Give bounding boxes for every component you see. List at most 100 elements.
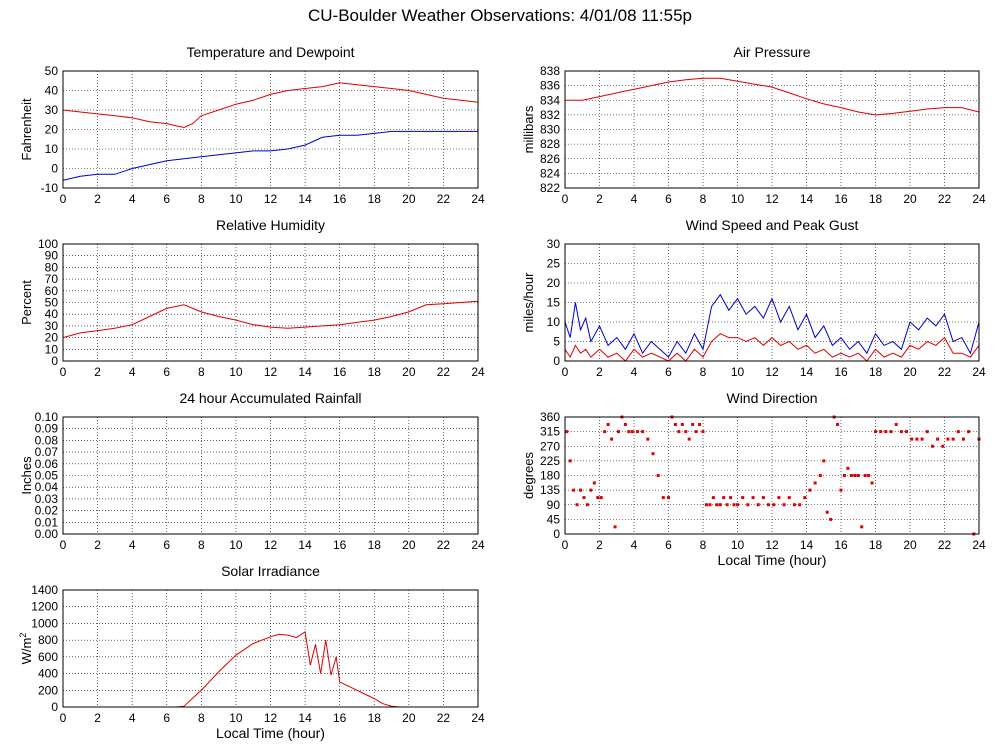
x-tick-label: 2 (94, 711, 101, 725)
data-point (603, 430, 607, 434)
data-point (936, 437, 940, 441)
x-tick-label: 18 (368, 365, 382, 379)
x-tick-label: 20 (903, 192, 917, 206)
y-tick-label: 100 (38, 237, 58, 251)
data-point (616, 430, 620, 434)
x-tick-label: 4 (631, 192, 638, 206)
data-point (635, 430, 639, 434)
y-tick-label: 0.02 (35, 504, 59, 518)
rainfall-title: 24 hour Accumulated Rainfall (179, 390, 361, 406)
data-point (677, 430, 681, 434)
y-tick-label: 1000 (31, 616, 58, 630)
y-tick-label: 828 (540, 137, 560, 151)
x-tick-label: 16 (333, 192, 347, 206)
x-tick-label: 6 (163, 711, 170, 725)
y-tick-label: 836 (540, 79, 560, 93)
data-point (691, 422, 695, 426)
y-tick-label: 25 (547, 257, 561, 271)
y-tick-label: 80 (45, 260, 59, 274)
x-tick-label: 24 (471, 538, 485, 552)
wind-speed-series-line (564, 333, 980, 362)
y-tick-label: 834 (540, 93, 560, 107)
x-tick-label: 10 (229, 365, 243, 379)
y-tick-label: 600 (38, 650, 58, 664)
x-tick-label: 0 (60, 192, 67, 206)
x-tick-label: 18 (869, 538, 883, 552)
temperature-plot-frame (62, 70, 479, 189)
y-tick-label: 824 (540, 166, 560, 180)
data-point (582, 496, 586, 500)
solar-ylabel: W/m2 (18, 633, 34, 665)
data-point (732, 503, 736, 507)
temperature-series-line (62, 130, 478, 181)
page-title: CU-Boulder Weather Observations: 4/01/08… (308, 6, 692, 25)
data-point (839, 488, 843, 492)
x-tick-label: 22 (437, 711, 451, 725)
wind-direction-title: Wind Direction (726, 390, 817, 406)
y-tick-label: -10 (41, 181, 59, 195)
y-tick-label: 0 (51, 162, 58, 176)
y-tick-label: 20 (45, 123, 59, 137)
data-point (863, 474, 867, 477)
data-point (741, 496, 745, 500)
x-tick-label: 22 (938, 538, 952, 552)
x-tick-label: 6 (163, 365, 170, 379)
rainfall-plot-frame (62, 416, 479, 535)
data-point (729, 496, 733, 500)
x-tick-label: 20 (402, 365, 416, 379)
y-tick-label: 30 (547, 237, 561, 251)
x-tick-label: 14 (800, 538, 814, 552)
data-point (915, 437, 919, 441)
data-point (910, 437, 914, 441)
data-point (813, 481, 817, 485)
data-point (925, 430, 929, 434)
x-tick-label: 12 (264, 711, 278, 725)
data-point (646, 437, 650, 441)
data-point (630, 430, 634, 434)
data-point (687, 437, 691, 441)
x-tick-label: 2 (596, 192, 603, 206)
x-tick-label: 12 (264, 538, 278, 552)
y-tick-label: 20 (45, 331, 59, 345)
x-tick-label: 6 (665, 365, 672, 379)
y-tick-label: 0.06 (35, 457, 59, 471)
data-point (867, 474, 871, 477)
ylabel-text: miles/hour (521, 272, 536, 333)
data-point (782, 503, 786, 507)
y-tick-label: 270 (540, 439, 560, 453)
x-tick-label: 8 (700, 192, 707, 206)
y-tick-label: 50 (45, 64, 59, 78)
data-point (899, 430, 903, 434)
y-tick-label: 60 (45, 284, 59, 298)
wind-direction-plot-frame (564, 416, 980, 535)
x-tick-label: 8 (198, 192, 205, 206)
pressure-ylabel: millibars (521, 105, 536, 153)
x-tick-label: 0 (60, 711, 67, 725)
x-tick-label: 12 (264, 192, 278, 206)
data-point (585, 503, 589, 507)
data-point (803, 496, 807, 500)
data-point (725, 503, 729, 507)
data-point (715, 503, 719, 507)
x-tick-label: 16 (834, 365, 848, 379)
data-point (599, 496, 603, 500)
data-point (761, 496, 765, 500)
x-tick-label: 6 (665, 538, 672, 552)
y-tick-label: 0 (51, 354, 58, 368)
x-tick-label: 2 (94, 538, 101, 552)
y-tick-label: 0.10 (35, 410, 59, 424)
data-point (651, 452, 655, 456)
data-point (777, 496, 781, 500)
y-tick-label: 45 (547, 512, 561, 526)
wind-direction-ylabel: degrees (521, 452, 536, 499)
data-point (684, 430, 688, 434)
data-point (572, 488, 576, 492)
data-point (961, 437, 965, 441)
x-tick-label: 12 (765, 365, 779, 379)
ylabel-text: Inches (19, 456, 34, 495)
ylabel-text: millibars (521, 105, 536, 153)
data-point (956, 430, 960, 434)
x-tick-label: 20 (903, 538, 917, 552)
x-tick-label: 8 (198, 538, 205, 552)
